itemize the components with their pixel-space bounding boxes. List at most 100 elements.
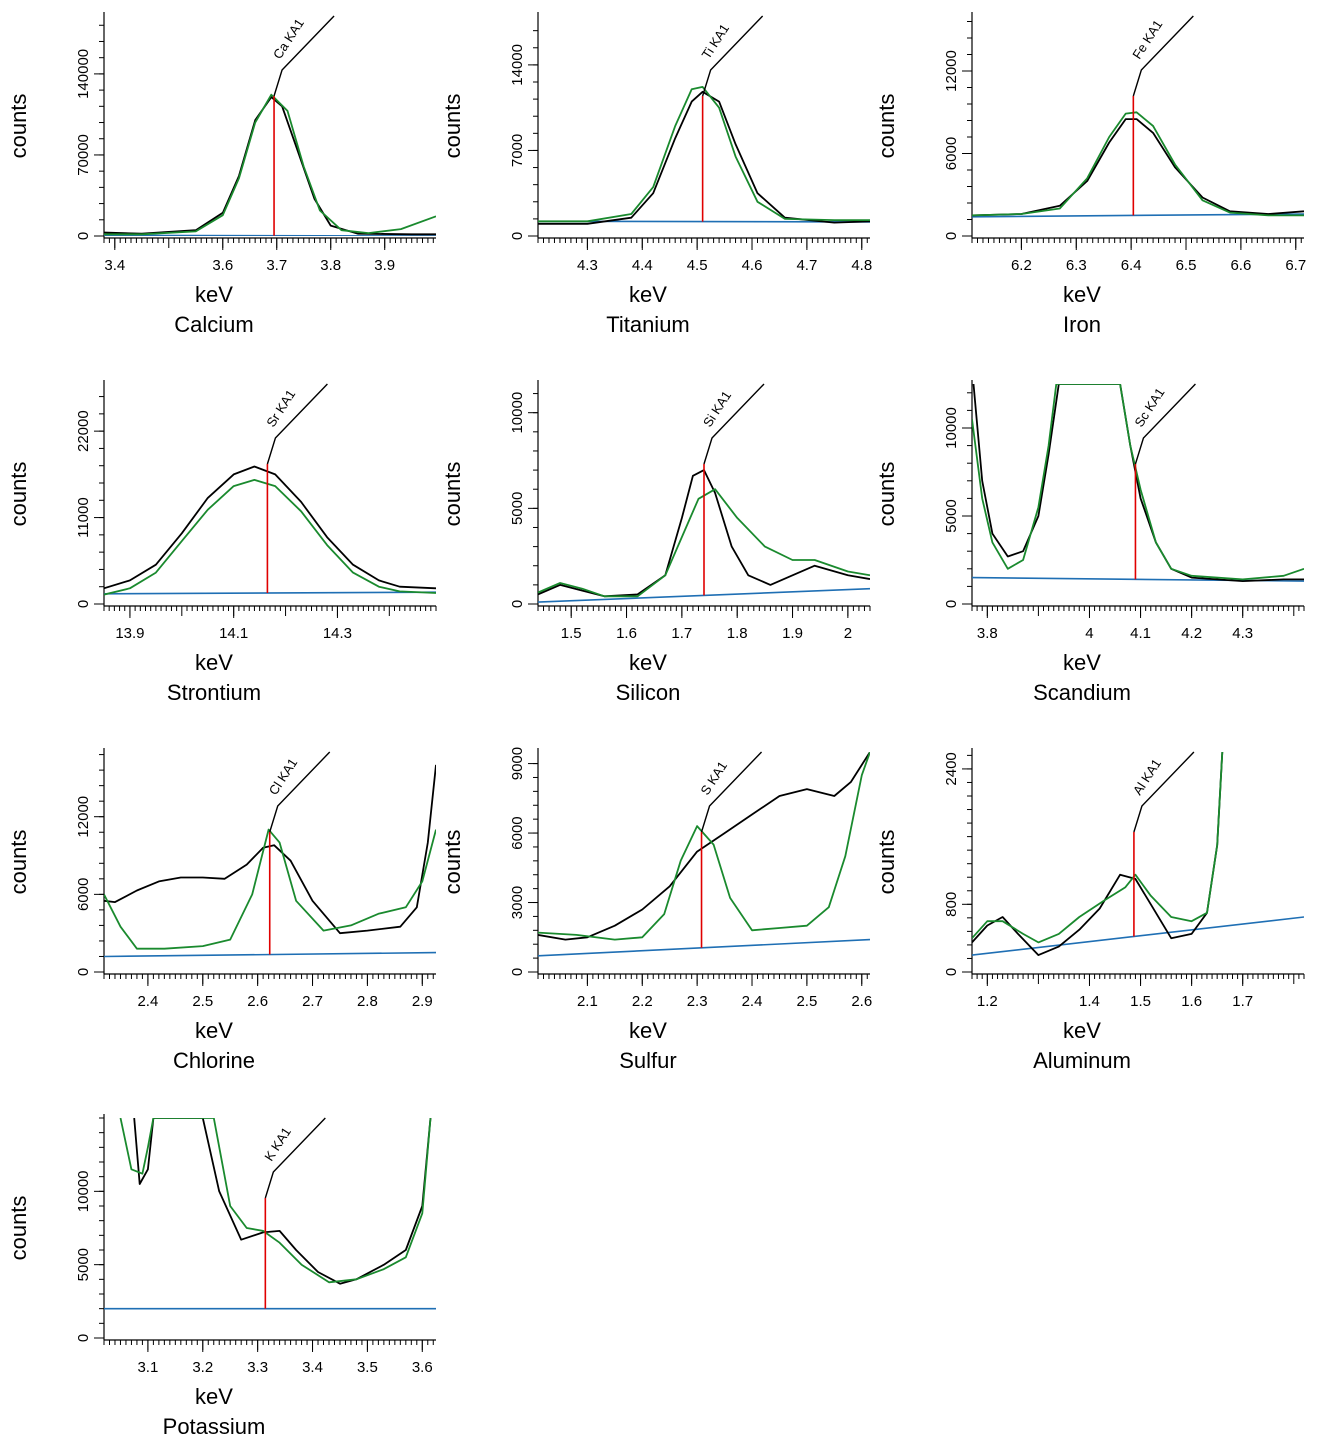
x-axis-title: keV: [195, 282, 233, 307]
x-tick-label: 2.1: [577, 993, 598, 1010]
x-tick-label: 6.3: [1066, 257, 1087, 274]
y-tick-label: 12000: [943, 50, 960, 92]
peak-label: Al KA1: [1130, 756, 1164, 798]
x-tick-label: 2.8: [357, 993, 378, 1010]
measured-series-line: [104, 764, 436, 935]
y-tick-label: 0: [509, 968, 526, 976]
background-series-line: [972, 916, 1304, 956]
x-tick-label: 4: [1085, 625, 1093, 642]
x-axis-title: keV: [195, 1384, 233, 1409]
panel-title: Chlorine: [173, 1048, 255, 1073]
peak-leader-line: [701, 15, 764, 97]
y-tick-label: 22000: [75, 410, 92, 452]
x-tick-label: 4.5: [687, 257, 708, 274]
y-tick-label: 800: [943, 892, 960, 917]
x-tick-label: 4.3: [577, 257, 598, 274]
fit-series-line: [972, 752, 1224, 944]
fit-series-line: [538, 488, 870, 598]
plot-area: [104, 465, 436, 596]
panel-strontium: 0 11000 22000 13.9 14.1 14.3 counts keV Strontiu…: [6, 380, 437, 705]
y-tick-label: 0: [509, 600, 526, 608]
y-tick-label: 10000: [943, 407, 960, 449]
peak-leader-line: [264, 1117, 326, 1199]
x-axis-title: keV: [195, 1018, 233, 1043]
panel-chlorine: 0 6000 12000 2.4 2.5 2.6 2.7 2.8 2.9 counts keV Chl…: [6, 748, 436, 1073]
background-series-line: [104, 591, 436, 595]
y-tick-label: 0: [509, 232, 526, 240]
background-series-line: [538, 938, 870, 957]
x-tick-label: 3.8: [977, 625, 998, 642]
x-tick-label: 2.7: [302, 993, 323, 1010]
x-tick-label: 2: [844, 625, 852, 642]
x-tick-label: 3.1: [137, 1359, 158, 1376]
peak-label: Ti KA1: [699, 21, 733, 61]
measured-series-line: [133, 1118, 432, 1285]
y-tick-label: 0: [75, 968, 92, 976]
y-tick-label: 10000: [75, 1170, 92, 1212]
y-tick-label: 0: [943, 600, 960, 608]
peak-leader-line: [1133, 751, 1195, 833]
panel-titanium: 0 7000 14000 4.3 4.4 4.5 4.6 4.7 4.8 counts keV Tit…: [440, 12, 872, 337]
x-tick-label: 1.8: [727, 625, 748, 642]
x-tick-label: 14.3: [323, 625, 352, 642]
peak-label: K KA1: [261, 1125, 294, 1164]
y-axis-title: counts: [440, 94, 465, 159]
background-series-line: [104, 234, 436, 236]
panel-title: Silicon: [616, 680, 681, 705]
y-axis-title: counts: [874, 94, 899, 159]
peak-label: Sc KA1: [1131, 385, 1167, 430]
y-tick-label: 2400: [943, 752, 960, 785]
plot-area: [972, 111, 1304, 218]
measured-series-line: [104, 96, 436, 236]
x-axis-title: keV: [629, 282, 667, 307]
measured-series-line: [972, 384, 1304, 582]
panel-sulfur: 0 3000 6000 9000 2.1 2.2 2.3 2.4 2.5 2.6 counts keV…: [440, 747, 872, 1073]
plot-area: [104, 93, 436, 236]
peak-leader-line: [1132, 15, 1194, 97]
x-tick-label: 2.5: [796, 993, 817, 1010]
y-tick-label: 0: [943, 968, 960, 976]
y-axis-title: counts: [6, 94, 31, 159]
y-axis-title: counts: [440, 462, 465, 527]
x-tick-label: 3.8: [320, 257, 341, 274]
y-tick-label: 6000: [943, 137, 960, 170]
peak-label: Si KA1: [700, 388, 734, 430]
y-tick-label: 14000: [509, 44, 526, 86]
fit-series-line: [972, 384, 1304, 581]
fit-series-line: [104, 828, 436, 950]
peak-leader-line: [273, 15, 335, 97]
y-tick-label: 0: [75, 600, 92, 608]
fit-series-line: [972, 111, 1304, 217]
x-tick-label: 1.6: [1181, 993, 1202, 1010]
x-tick-label: 14.1: [219, 625, 248, 642]
x-tick-label: 6.2: [1011, 257, 1032, 274]
y-tick-label: 12000: [75, 796, 92, 838]
fit-series-line: [538, 86, 870, 223]
peak-label: Fe KA1: [1129, 17, 1165, 62]
y-tick-label: 7000: [509, 134, 526, 167]
x-tick-label: 1.2: [977, 993, 998, 1010]
x-tick-label: 3.7: [266, 257, 287, 274]
panel-aluminum: 0 800 2400 1.2 1.4 1.5 1.6 1.7 counts keV Aluminum…: [874, 748, 1305, 1073]
peak-leader-line: [700, 751, 763, 833]
panel-potassium: 0 5000 10000 3.1 3.2 3.3 3.4 3.5 3.6 counts keV Pot…: [6, 1114, 436, 1439]
x-axis-title: keV: [629, 1018, 667, 1043]
x-tick-label: 1.7: [671, 625, 692, 642]
measured-series-line: [104, 465, 436, 590]
panel-silicon: 0 5000 10000 1.5 1.6 1.7 1.8 1.9 2 counts keV Silic…: [440, 380, 871, 705]
x-tick-label: 2.5: [192, 993, 213, 1010]
fit-series-line: [104, 479, 436, 596]
x-tick-label: 3.4: [104, 257, 125, 274]
y-axis-title: counts: [6, 830, 31, 895]
y-axis-title: counts: [874, 830, 899, 895]
x-tick-label: 1.7: [1232, 993, 1253, 1010]
y-tick-label: 0: [75, 1334, 92, 1342]
y-tick-label: 6000: [509, 816, 526, 849]
x-tick-label: 3.4: [302, 1359, 323, 1376]
panel-title: Scandium: [1033, 680, 1131, 705]
x-tick-label: 3.6: [212, 257, 233, 274]
background-series-line: [538, 587, 870, 603]
panel-title: Aluminum: [1033, 1048, 1131, 1073]
x-tick-label: 2.2: [632, 993, 653, 1010]
